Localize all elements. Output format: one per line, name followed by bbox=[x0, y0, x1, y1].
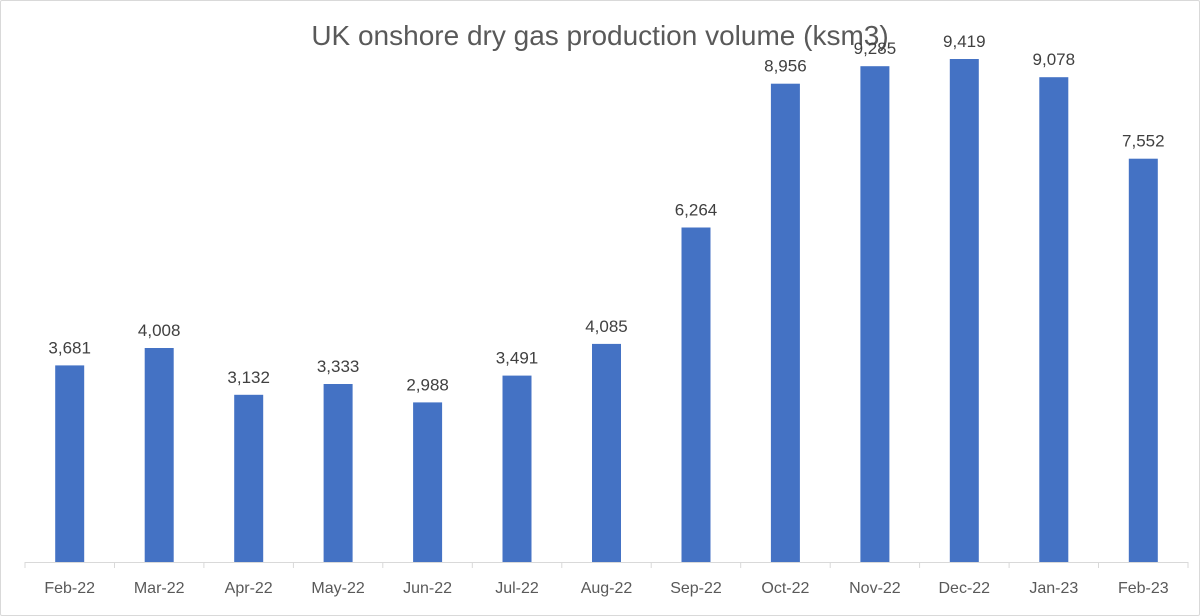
data-label-jun-22: 2,988 bbox=[406, 375, 449, 394]
bar-dec-22 bbox=[949, 59, 979, 562]
data-label-sep-22: 6,264 bbox=[675, 201, 718, 220]
x-tick-label-jan-23: Jan-23 bbox=[1029, 580, 1078, 597]
data-label-oct-22: 8,956 bbox=[764, 57, 807, 76]
x-tick-label-apr-22: Apr-22 bbox=[225, 580, 273, 597]
x-tick-label-aug-22: Aug-22 bbox=[581, 580, 633, 597]
bar-jun-22 bbox=[413, 402, 443, 562]
data-label-aug-22: 4,085 bbox=[585, 317, 628, 336]
x-tick-label-jul-22: Jul-22 bbox=[495, 580, 539, 597]
bar-mar-22 bbox=[144, 348, 174, 562]
x-tick-label-sep-22: Sep-22 bbox=[670, 580, 722, 597]
data-label-feb-23: 7,552 bbox=[1122, 132, 1165, 151]
x-tick-label-feb-22: Feb-22 bbox=[44, 580, 95, 597]
data-label-dec-22: 9,419 bbox=[943, 32, 986, 51]
bar-sep-22 bbox=[681, 227, 711, 562]
bar-jul-22 bbox=[502, 375, 532, 562]
bar-apr-22 bbox=[234, 394, 264, 562]
data-label-feb-22: 3,681 bbox=[48, 338, 91, 357]
data-label-nov-22: 9,285 bbox=[854, 39, 897, 58]
bar-oct-22 bbox=[770, 83, 800, 562]
bar-jan-23 bbox=[1039, 77, 1069, 562]
data-label-jul-22: 3,491 bbox=[496, 349, 539, 368]
x-tick-label-nov-22: Nov-22 bbox=[849, 580, 901, 597]
bar-nov-22 bbox=[860, 66, 890, 562]
x-tick-label-dec-22: Dec-22 bbox=[939, 580, 991, 597]
bar-feb-23 bbox=[1128, 158, 1158, 562]
x-tick-label-feb-23: Feb-23 bbox=[1118, 580, 1169, 597]
x-tick-label-oct-22: Oct-22 bbox=[761, 580, 809, 597]
data-label-mar-22: 4,008 bbox=[138, 321, 181, 340]
bar-feb-22 bbox=[55, 365, 85, 562]
bar-aug-22 bbox=[592, 343, 621, 562]
x-tick-label-may-22: May-22 bbox=[311, 580, 364, 597]
data-label-apr-22: 3,132 bbox=[227, 368, 270, 387]
x-tick-label-jun-22: Jun-22 bbox=[403, 580, 452, 597]
x-tick-label-mar-22: Mar-22 bbox=[134, 580, 185, 597]
chart-title: UK onshore dry gas production volume (ks… bbox=[311, 20, 889, 51]
bar-may-22 bbox=[323, 384, 353, 562]
data-label-jan-23: 9,078 bbox=[1033, 50, 1076, 69]
data-label-may-22: 3,333 bbox=[317, 357, 360, 376]
